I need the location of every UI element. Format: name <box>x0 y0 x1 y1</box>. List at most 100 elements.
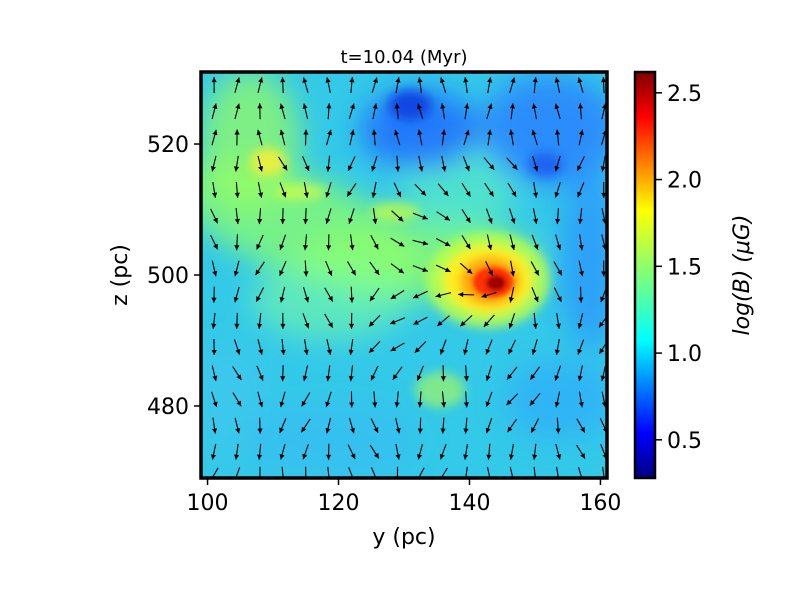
field-vector-arrow <box>257 208 263 225</box>
field-vector-arrow <box>529 366 541 381</box>
field-vector-arrow <box>232 366 242 381</box>
field-vector-arrow <box>435 292 452 298</box>
field-vector-arrow <box>325 417 332 434</box>
field-vector-arrow <box>440 417 446 434</box>
field-vector-arrow <box>211 312 217 329</box>
field-vector-arrow <box>463 77 469 94</box>
field-vector-arrow <box>211 339 217 356</box>
field-vector-arrow <box>257 391 264 408</box>
field-vector-arrow <box>507 418 518 433</box>
x-tick-label: 100 <box>187 491 229 516</box>
field-vector-arrow <box>372 391 378 408</box>
field-vector-arrow <box>412 290 428 299</box>
field-vector-arrow <box>577 312 584 329</box>
field-vector-arrow <box>211 391 218 408</box>
field-vector-arrow <box>458 291 475 298</box>
field-vector-arrow <box>508 208 516 224</box>
field-vector-arrow <box>325 129 333 146</box>
field-vector-arrow <box>391 210 404 222</box>
field-vector-arrow <box>462 156 470 172</box>
x-tick-label: 140 <box>448 491 490 516</box>
field-vector-arrow <box>232 392 242 407</box>
field-vector-arrow <box>234 77 241 93</box>
field-vector-arrow <box>463 339 469 355</box>
field-vector-arrow <box>279 286 286 303</box>
field-vector-arrow <box>508 129 515 146</box>
field-vector-arrow <box>211 129 218 146</box>
field-vector-arrow <box>555 443 562 460</box>
field-vector-arrow <box>257 417 263 434</box>
x-axis-label: y (pc) <box>372 525 435 550</box>
field-vector-arrow <box>414 183 427 197</box>
field-vector-arrow <box>279 391 286 408</box>
field-vector-arrow <box>302 156 310 172</box>
field-vector-arrow <box>577 103 584 120</box>
field-vector-arrow <box>255 261 265 276</box>
field-vector-arrow <box>600 77 607 94</box>
field-vector-arrow <box>257 103 263 120</box>
field-vector-arrow <box>532 77 538 94</box>
field-vector-arrow <box>530 261 540 276</box>
field-vector-arrow <box>303 181 309 198</box>
field-vector-arrow <box>435 264 451 273</box>
field-vector-arrow <box>390 289 405 300</box>
field-vector-arrow <box>531 103 538 120</box>
field-vector-arrow <box>417 129 423 146</box>
y-tick-label: 500 <box>147 264 189 289</box>
colorbar <box>633 70 657 480</box>
field-vector-arrow <box>280 365 286 382</box>
field-vector-arrow <box>210 155 217 172</box>
field-vector-arrow <box>302 365 309 382</box>
field-vector-arrow <box>372 103 378 120</box>
field-vector-arrow <box>441 129 447 146</box>
field-vector-arrow <box>485 261 494 276</box>
field-vector-arrow <box>485 339 493 355</box>
field-vector-arrow <box>578 391 584 408</box>
field-vector-arrow <box>369 287 380 302</box>
field-vector-arrow <box>234 103 241 120</box>
field-vector-arrow <box>347 261 357 276</box>
field-vector-arrow <box>578 129 584 146</box>
field-vector-arrow <box>437 183 449 197</box>
field-vector-arrow <box>349 286 355 303</box>
field-vector-arrow <box>210 208 219 224</box>
field-vector-arrow <box>257 155 264 172</box>
field-vector-arrow <box>372 208 378 225</box>
field-vector-arrow <box>601 260 607 277</box>
field-vector-arrow <box>347 444 356 460</box>
heatmap-field <box>201 72 607 478</box>
field-vector-arrow <box>413 316 428 326</box>
field-vector-arrow <box>346 182 357 197</box>
field-vector-arrow <box>369 444 380 459</box>
field-vector-arrow <box>302 234 309 251</box>
field-vector-arrow <box>529 392 541 406</box>
field-vector-arrow <box>255 287 265 303</box>
field-vector-arrow <box>532 155 539 172</box>
field-vector-arrow <box>326 443 332 460</box>
field-vector-arrow <box>300 418 311 433</box>
field-vector-arrow <box>395 77 401 94</box>
field-vector-arrow <box>412 239 429 246</box>
field-vector-arrow <box>555 208 561 225</box>
field-vector-arrow <box>485 391 493 408</box>
field-vector-arrow <box>211 103 218 120</box>
field-vector-arrow <box>439 77 447 93</box>
field-vector-arrow <box>211 417 218 434</box>
field-vector-arrow <box>393 182 402 198</box>
field-vector-arrow <box>279 129 286 146</box>
field-vector-arrow <box>508 443 515 460</box>
field-vector-arrow <box>349 234 355 251</box>
field-vector-arrow <box>441 155 447 172</box>
field-vector-arrow <box>210 234 219 250</box>
field-vector-arrow <box>461 235 471 250</box>
field-vector-arrow <box>530 418 540 433</box>
colorbar-tick-label: 1.5 <box>667 255 702 280</box>
field-vector-arrow <box>370 234 379 250</box>
field-vector-arrow <box>390 237 405 247</box>
field-vector-arrow <box>348 339 354 356</box>
field-vector-arrow <box>233 286 240 303</box>
field-vector-arrow <box>395 417 401 434</box>
field-vector-arrow <box>532 181 539 198</box>
field-vector-arrow <box>417 443 423 460</box>
chart-title: t=10.04 (Myr) <box>340 47 467 68</box>
